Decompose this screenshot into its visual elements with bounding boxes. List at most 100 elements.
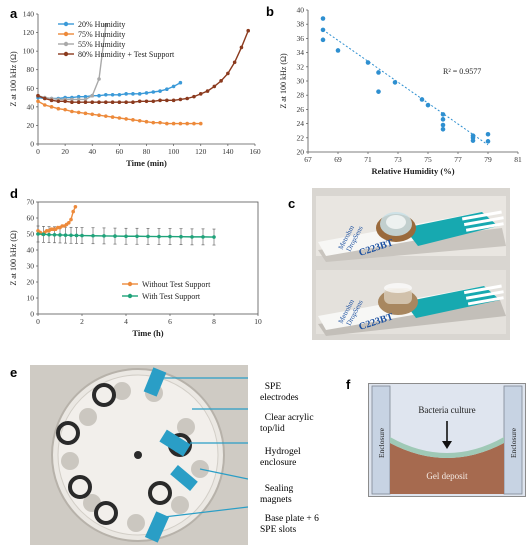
x-tick-label: 60 [116,147,124,156]
data-point [124,92,128,96]
data-point [212,235,216,239]
spe-strips [143,367,198,543]
data-point [76,100,81,105]
x-tick-label: 20 [61,147,69,156]
label-bacteria-culture: Bacteria culture [418,405,475,415]
x-axis-label: Time (min) [126,158,167,168]
label-enclosure-right: Enclosure [509,427,518,458]
data-point [76,94,81,99]
y-tick-label: 60 [27,84,35,93]
data-point [36,232,40,236]
data-point [485,131,491,137]
chart-a-impedance-vs-time: 0 20 40 60 80 100 120 140 160 0 20 40 60 80 100 120 140 T… [9,10,261,169]
x-tick-label: 75 [424,155,432,164]
callout-hydrogel-enclosure: Hydrogel enclosure [260,436,340,469]
data-point [198,121,203,126]
y-tick-label: 22 [297,133,305,142]
data-point [110,92,115,97]
data-point [226,71,230,76]
data-point [83,111,88,116]
legend-label: 20% Humidity [78,20,125,29]
data-point [212,84,217,89]
y-tick-label: 34 [297,48,305,57]
panel-letter-d: d [10,186,18,201]
y-tick-label: 50 [27,230,35,239]
callout-lines [162,377,248,518]
data-point [192,121,196,126]
callout-spe-electrodes: SPE electrodes [260,371,340,404]
data-point [137,99,142,104]
data-point [131,92,135,96]
x-tick-label: 8 [212,317,216,326]
callout-base-plate: Base plate + 6 SPE slots [260,503,340,536]
x-tick-label: 120 [195,147,207,156]
data-point [320,37,326,43]
data-point [71,209,75,214]
data-point [470,138,476,143]
data-point [246,28,251,33]
data-point [131,118,135,122]
data-point [102,234,106,238]
data-point [63,99,67,104]
data-point [151,120,156,125]
callout-text: Clear acrylic top/lid [260,413,314,434]
data-point [42,96,47,101]
data-point [36,93,40,98]
data-point [151,99,156,104]
panel-letter-a: a [10,6,18,21]
data-point [239,45,244,50]
data-point [67,221,71,225]
x-axis-label: Time (h) [132,328,163,338]
data-point [157,234,161,239]
data-point [137,92,142,96]
data-point [392,80,398,85]
data-point [113,234,117,238]
data-point [90,100,95,105]
data-point [83,100,88,105]
data-point [49,98,54,103]
data-point [131,100,135,105]
x-tick-label: 100 [168,147,180,156]
data-point [485,139,491,144]
x-tick-label: 81 [514,155,522,164]
data-point [74,233,79,238]
x-axis-label: Relative Humidity (%) [371,166,454,176]
data-point [124,234,128,239]
data-point [36,99,40,104]
y-tick-label: 0 [30,140,34,149]
x-tick-label: 40 [89,147,97,156]
data-point [76,110,81,115]
data-point [165,98,169,103]
data-point [104,100,108,105]
y-tick-label: 60 [27,214,35,223]
y-tick-label: 40 [27,102,35,111]
y-tick-label: 40 [27,246,35,255]
data-point [192,94,196,99]
data-point [425,102,431,108]
data-point [90,93,95,98]
label-gel-deposit: Gel deposit [426,471,468,481]
data-point [117,116,122,120]
data-point [219,79,223,83]
label-enclosure-left: Enclosure [377,427,386,458]
x-tick-label: 69 [334,155,342,164]
data-point [80,233,84,238]
data-point [144,119,149,124]
r-squared-label: R² = 0.9577 [443,67,481,76]
data-point [69,217,73,222]
data-point [83,94,88,99]
legend-label: 75% Humidity [78,30,125,39]
data-point [135,234,139,239]
data-point [335,48,341,53]
y-tick-label: 38 [297,20,305,29]
y-tick-label: 0 [30,310,34,319]
data-point [179,234,183,239]
data-point [124,117,128,121]
data-point [365,60,371,65]
panel-letter-b: b [266,4,274,19]
data-point [91,233,95,238]
data-point [83,97,88,102]
callout-clear-acrylic-lid: Clear acrylic top/lid [260,402,340,435]
x-tick-label: 0 [36,147,40,156]
data-point [185,96,189,101]
